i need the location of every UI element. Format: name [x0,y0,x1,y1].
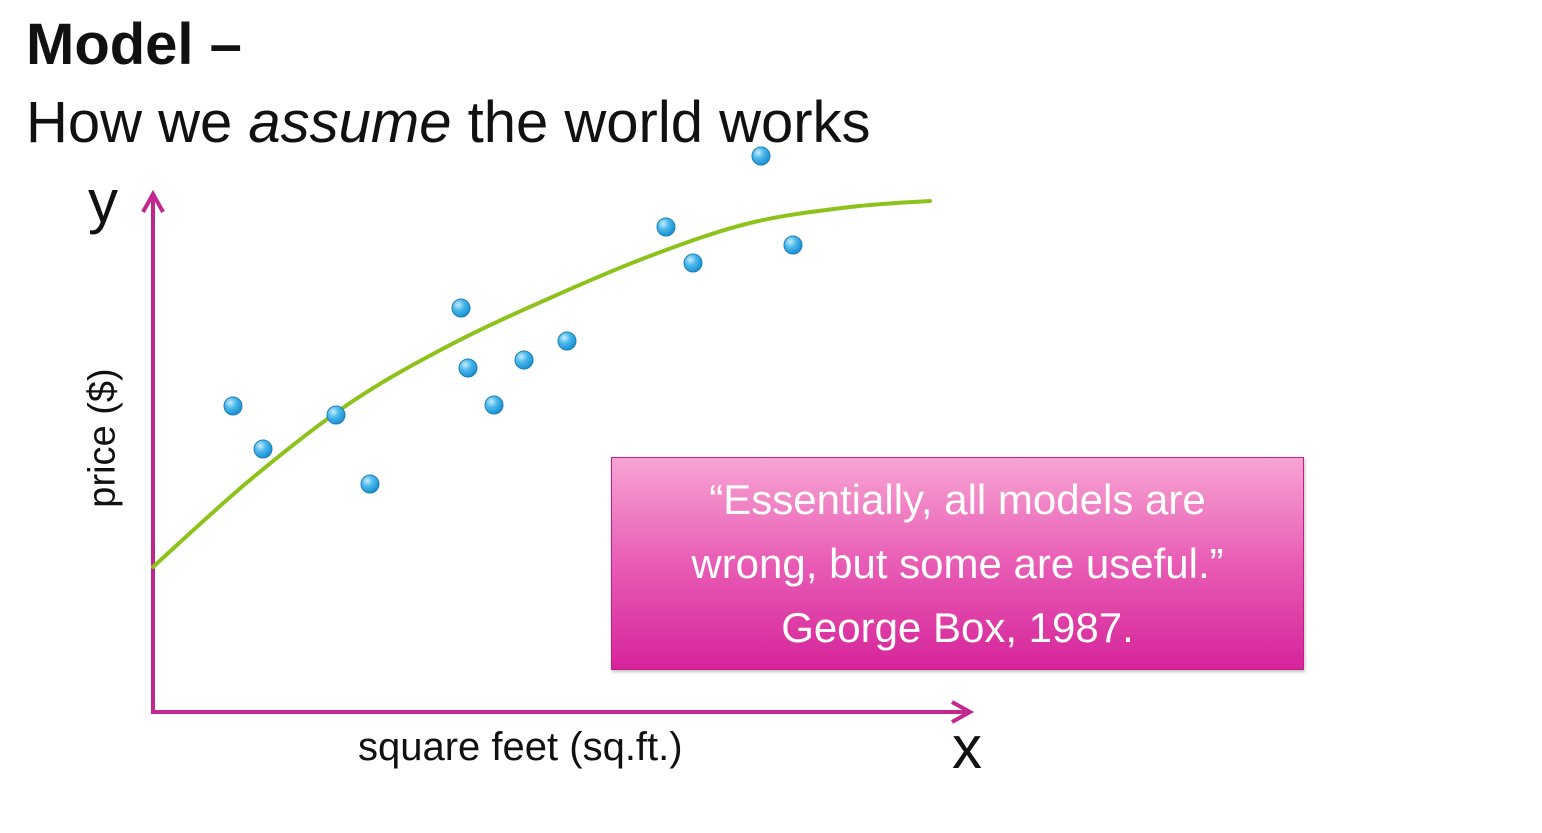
slide-subtitle: How we assume the world works [26,88,871,158]
data-point [253,439,273,459]
subtitle-emphasis: assume [248,90,452,155]
data-point [484,395,504,415]
data-point [223,396,243,416]
data-point [656,217,676,237]
model-fit-curve [151,199,932,569]
data-point [783,235,803,255]
data-points [223,146,803,494]
quote-line-2: wrong, but some are useful.” [691,539,1224,587]
quote-attribution: George Box, 1987. [781,603,1134,651]
y-axis [141,189,165,712]
subtitle-before: How we [26,90,249,155]
y-axis-arrowhead [141,189,165,213]
y-axis-letter: y [88,168,118,235]
quote-line-1: “Essentially, all models are [709,475,1206,523]
x-axis [151,700,975,724]
data-point [326,405,346,425]
data-point [683,253,703,273]
quote-box: “Essentially, all models are wrong, but … [611,457,1304,670]
data-point [451,298,471,318]
data-point [751,146,771,166]
data-point [458,358,478,378]
subtitle-after: the world works [451,90,871,155]
x-axis-arrowhead [951,700,975,724]
data-point [360,474,380,494]
slide-title: Model – [26,12,242,77]
x-axis-label: square feet (sq.ft.) [358,725,683,769]
y-axis-label: price ($) [81,368,124,508]
x-axis-letter: x [952,714,982,781]
data-point [557,331,577,351]
data-point [514,350,534,370]
